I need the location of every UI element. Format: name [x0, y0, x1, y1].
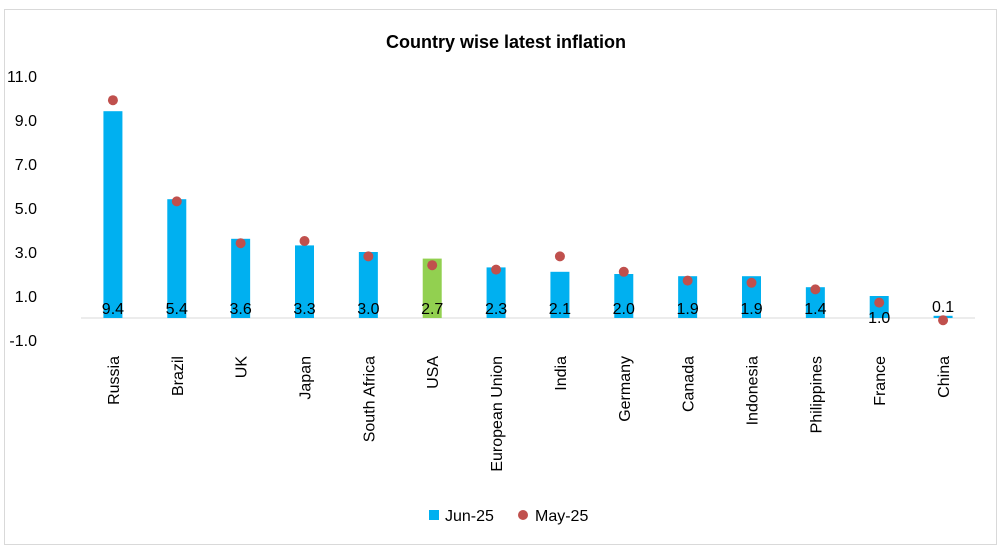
data-label: 2.3 — [485, 301, 507, 318]
x-tick-label: Brazil — [170, 356, 187, 396]
x-tick-label: Canada — [681, 356, 698, 412]
legend: Jun-25 May-25 — [429, 508, 588, 525]
bar-brazil — [167, 199, 187, 318]
x-tick-label: European Union — [489, 356, 506, 472]
marker-uk — [235, 238, 246, 249]
data-label: 3.3 — [293, 301, 315, 318]
bar-uk — [231, 238, 251, 318]
data-label: 0.1 — [932, 299, 954, 316]
bar-japan — [295, 245, 314, 318]
y-tick-label: -1.0 — [9, 333, 37, 350]
bar-south-africa — [358, 252, 378, 318]
y-tick-label: 3.0 — [15, 245, 37, 262]
bar-series — [103, 111, 953, 318]
marker-philippines — [810, 284, 821, 295]
marker-germany — [618, 266, 629, 277]
marker-russia — [107, 95, 118, 106]
y-tick-label: 1.0 — [15, 289, 37, 306]
bar-india — [550, 271, 570, 318]
marker-series — [107, 95, 949, 326]
marker-india — [554, 251, 565, 262]
x-tick-label: Russia — [106, 356, 123, 405]
chart-title: Country wise latest inflation — [386, 32, 626, 52]
legend-marker-may-25 — [518, 510, 528, 520]
chart: Country wise latest inflation 11.0 9.0 7.0… — [7, 32, 975, 525]
bar-philippines — [805, 287, 825, 318]
legend-label-may-25: May-25 — [535, 508, 588, 525]
data-label: 1.0 — [868, 310, 890, 327]
marker-indonesia — [746, 277, 757, 288]
x-axis: Russia Brazil UK Japan South Africa USA Europe… — [106, 356, 953, 472]
bar-indonesia — [742, 276, 761, 318]
x-tick-label: Indonesia — [745, 356, 762, 425]
bar-european-union — [486, 267, 506, 318]
marker-france — [874, 297, 885, 308]
legend-swatch-jun-25 — [429, 510, 439, 520]
y-tick-label: 9.0 — [15, 113, 37, 130]
y-tick-label: 11.0 — [7, 69, 37, 86]
x-tick-label: Philippines — [808, 356, 825, 433]
marker-japan — [299, 236, 310, 246]
y-axis: 11.0 9.0 7.0 5.0 3.0 1.0 -1.0 — [7, 69, 37, 350]
data-labels: 9.4 5.4 3.6 3.3 3.0 2.7 2.3 2.1 2.0 1.9 1.9 1.4 1.0 0… — [102, 299, 954, 327]
data-label: 2.1 — [549, 301, 571, 318]
x-tick-label: France — [872, 356, 889, 406]
x-tick-label: India — [553, 356, 570, 391]
data-label: 1.4 — [804, 301, 826, 318]
bar-russia — [103, 111, 123, 318]
bar-canada — [678, 276, 698, 318]
data-label: 2.0 — [613, 301, 635, 318]
x-tick-label: South Africa — [361, 356, 378, 442]
chart-frame: Country wise latest inflation 11.0 9.0 7.0… — [4, 9, 997, 545]
marker-south-africa — [363, 251, 374, 262]
marker-brazil — [171, 196, 182, 207]
marker-european-union — [491, 264, 502, 275]
data-label: 3.6 — [230, 301, 252, 318]
marker-usa — [427, 260, 438, 271]
legend-label-jun-25: Jun-25 — [445, 508, 494, 525]
data-label: 9.4 — [102, 301, 124, 318]
data-label: 5.4 — [166, 301, 188, 318]
x-tick-label: China — [936, 356, 953, 398]
x-tick-label: Japan — [298, 356, 315, 400]
marker-canada — [682, 275, 693, 286]
y-tick-label: 7.0 — [15, 157, 37, 174]
bar-usa — [422, 258, 442, 318]
data-label: 2.7 — [421, 301, 443, 318]
x-tick-label: Germany — [617, 356, 634, 422]
data-label: 3.0 — [357, 301, 379, 318]
data-label: 1.9 — [740, 301, 762, 318]
y-tick-label: 5.0 — [15, 201, 37, 218]
x-tick-label: UK — [234, 356, 251, 379]
marker-china — [938, 315, 949, 326]
data-label: 1.9 — [677, 301, 699, 318]
bar-germany — [614, 274, 634, 318]
x-tick-label: USA — [425, 356, 442, 389]
